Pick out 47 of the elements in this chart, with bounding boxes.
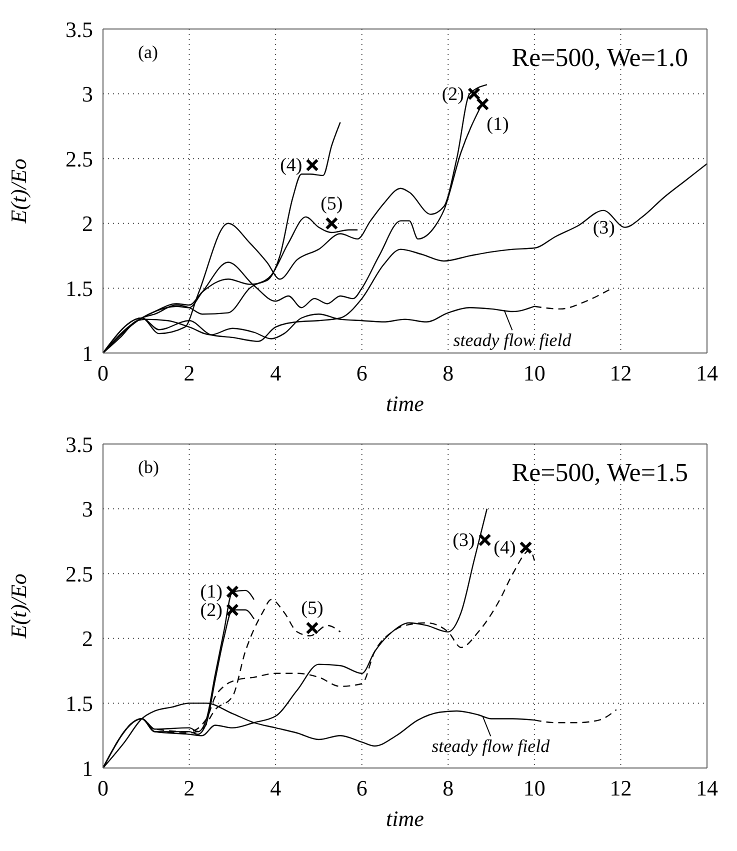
x-axis-title: time (386, 806, 424, 831)
x-tick-label: 12 (610, 776, 632, 801)
x-tick-label: 4 (270, 360, 282, 386)
annotation: (4) (280, 155, 302, 176)
x-tick-label: 14 (696, 360, 718, 386)
annotation: (b) (138, 457, 159, 477)
x-tick-label: 10 (523, 776, 546, 801)
x-tick-label: 8 (442, 776, 454, 801)
x-tick-label: 0 (98, 776, 108, 801)
annotation: (5) (320, 193, 343, 214)
y-tick-label: 3 (82, 82, 93, 107)
x-tick-label: 8 (442, 360, 454, 386)
y-tick-label: 2.5 (66, 561, 93, 586)
x-tick-label: 6 (356, 776, 368, 801)
y-tick-label: 2 (82, 211, 93, 236)
x-tick-label: 0 (98, 360, 108, 386)
annotation: steady flow field (432, 736, 551, 756)
x-tick-label: 4 (270, 776, 282, 801)
x-tick-label: 10 (523, 360, 546, 386)
annotation: (4) (494, 538, 516, 559)
annotation: Re=500, We=1.5 (512, 458, 688, 487)
annotation: steady flow field (453, 330, 572, 350)
x-tick-label: 14 (696, 776, 718, 801)
y-tick-label: 1 (82, 756, 93, 781)
annotation: (3) (592, 217, 616, 238)
y-tick-label: 1 (82, 340, 93, 366)
x-tick-label: 6 (356, 360, 368, 386)
annotation: (5) (301, 598, 324, 620)
x-tick-label: 12 (610, 360, 632, 386)
x-axis-title: time (386, 391, 424, 416)
y-tick-label: 2.5 (66, 146, 93, 172)
y-tick-label: 3.5 (66, 16, 93, 42)
y-tick-label: 1.5 (66, 691, 93, 716)
y-axis-title: E(t)/Eo (6, 158, 31, 224)
y-tick-label: 3.5 (66, 432, 93, 457)
annotation: (3) (452, 530, 475, 551)
annotation: Re=500, We=1.0 (512, 43, 688, 72)
annotation: (1) (486, 114, 509, 136)
x-tick-label: 2 (184, 776, 195, 801)
x-tick-label: 2 (184, 360, 195, 386)
y-tick-label: 1.5 (66, 276, 93, 302)
annotation: (a) (138, 42, 158, 62)
y-tick-label: 2 (82, 626, 93, 652)
annotation: (2) (442, 84, 464, 105)
y-tick-label: 3 (82, 496, 93, 522)
annotation: (1) (200, 582, 222, 603)
y-axis-title: E(t)/Eo (6, 574, 31, 640)
